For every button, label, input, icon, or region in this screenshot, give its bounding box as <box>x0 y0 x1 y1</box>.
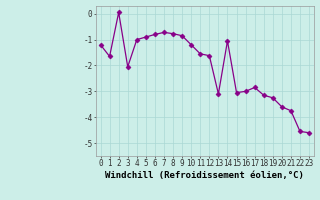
X-axis label: Windchill (Refroidissement éolien,°C): Windchill (Refroidissement éolien,°C) <box>105 171 304 180</box>
